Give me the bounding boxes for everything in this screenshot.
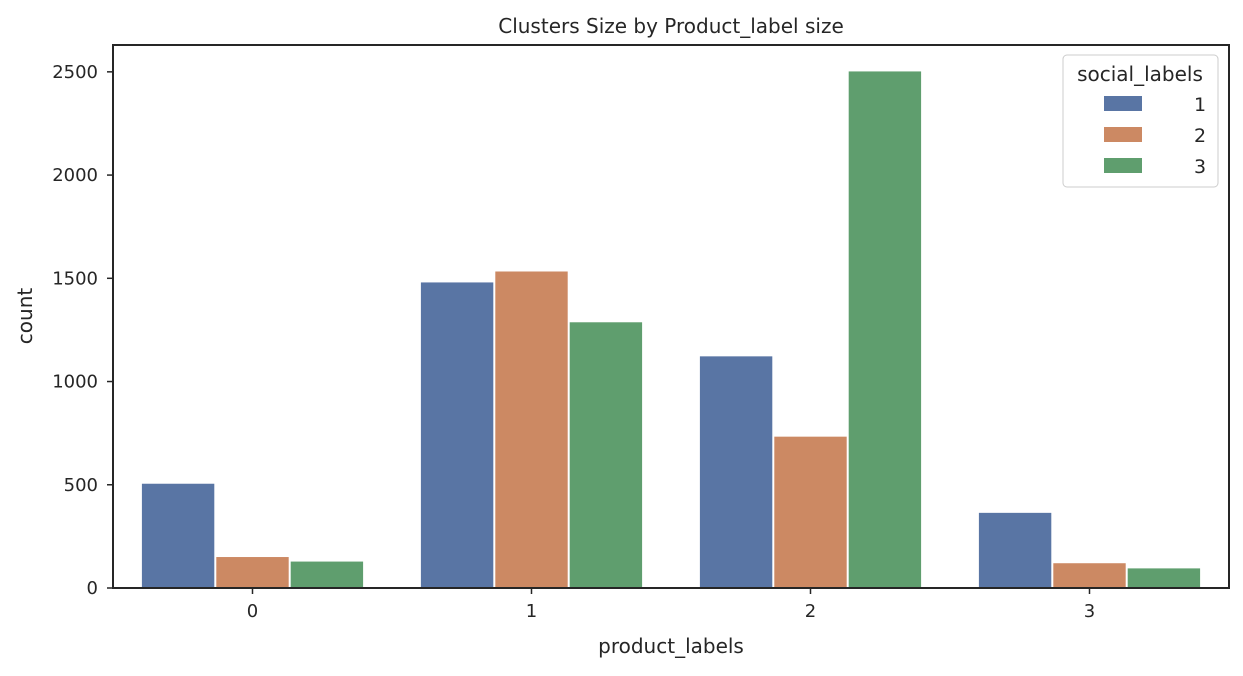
legend-items: 1 2 3 xyxy=(1104,94,1206,178)
bars-layer xyxy=(141,71,1201,589)
bar-series-1-category-3 xyxy=(978,512,1052,588)
bar-series-3-category-0 xyxy=(290,561,364,588)
bar-series-2-category-2 xyxy=(774,436,847,588)
legend-label-1: 1 xyxy=(1194,94,1206,116)
chart-title: Clusters Size by Product_label size xyxy=(498,14,844,38)
plot-frame xyxy=(112,44,1230,589)
bar-series-2-category-3 xyxy=(1053,563,1126,588)
bar-series-1-category-2 xyxy=(699,356,773,588)
legend-label-3: 3 xyxy=(1194,156,1206,178)
legend-title: social_labels xyxy=(1077,62,1203,86)
legend-label-2: 2 xyxy=(1194,125,1206,147)
x-axis-label: product_labels xyxy=(598,634,744,658)
bar-series-3-category-2 xyxy=(848,71,922,589)
y-tick-label: 1500 xyxy=(52,268,98,289)
bar-series-2-category-1 xyxy=(495,271,568,588)
legend-box xyxy=(1062,54,1219,188)
legend-swatch-2 xyxy=(1104,127,1142,142)
bar-series-1-category-1 xyxy=(420,282,494,588)
y-tick-label: 1000 xyxy=(52,372,98,393)
x-tick-label: 1 xyxy=(526,601,537,622)
legend-swatch-3 xyxy=(1104,158,1142,173)
y-tick-label: 2000 xyxy=(52,165,98,186)
bar-series-1-category-0 xyxy=(141,483,215,588)
y-tick-label: 0 xyxy=(87,578,98,599)
x-tick-label: 3 xyxy=(1084,601,1095,622)
bar-series-3-category-3 xyxy=(1127,568,1201,588)
legend-swatch-1 xyxy=(1104,96,1142,111)
y-tick-label: 500 xyxy=(64,475,98,496)
bar-series-3-category-1 xyxy=(569,322,643,588)
legend: social_labels 1 2 3 xyxy=(1062,54,1219,188)
bar-series-2-category-0 xyxy=(216,557,289,588)
y-axis-label: count xyxy=(13,288,37,345)
x-tick-label: 0 xyxy=(247,601,258,622)
y-tick-label: 2500 xyxy=(52,62,98,83)
x-tick-label: 2 xyxy=(805,601,816,622)
ticks-layer: 0 1 2 3 0 500 1000 1500 2000 2500 xyxy=(52,62,1095,622)
